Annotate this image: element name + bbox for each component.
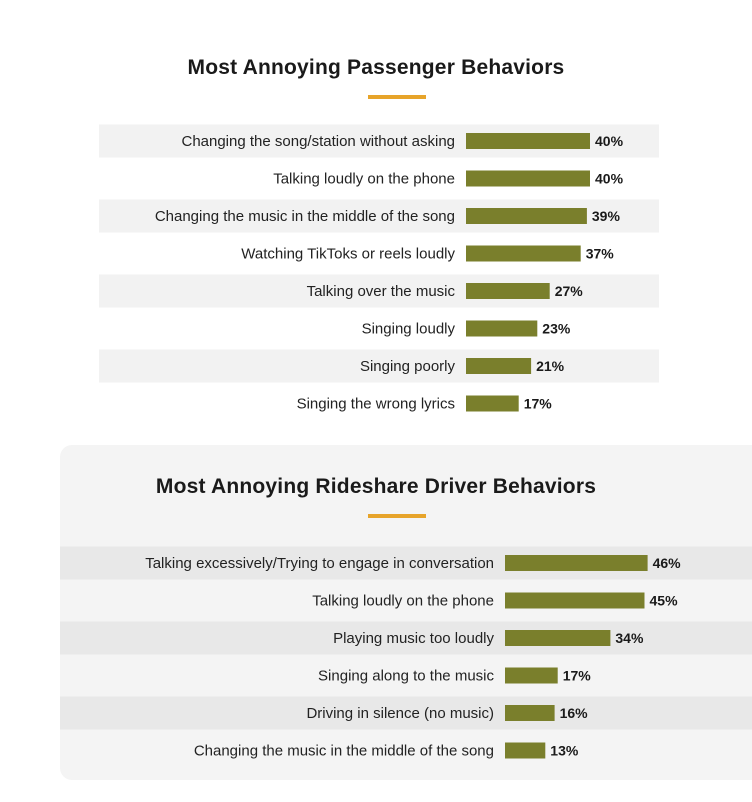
value-label: 40% [595,171,624,187]
value-label: 27% [555,283,584,299]
bar [466,395,519,412]
driver-title-underline [368,514,426,518]
category-label: Talking loudly on the phone [312,593,494,610]
value-label: 46% [653,555,682,571]
value-label: 17% [563,668,592,684]
category-label: Playing music too loudly [333,630,494,647]
bar [505,742,546,759]
bar [505,630,611,646]
category-label: Driving in silence (no music) [306,705,494,722]
value-label: 45% [650,593,679,609]
category-label: Changing the music in the middle of the … [155,208,455,225]
bar [505,555,648,571]
value-label: 34% [615,630,644,646]
category-label: Changing the song/station without asking [181,133,455,150]
bar [466,133,590,149]
category-label: Singing loudly [362,321,456,338]
value-label: 13% [550,743,579,759]
category-label: Talking excessively/Trying to engage in … [145,555,494,572]
bar [505,592,645,609]
row-stripe [99,274,659,308]
bar [466,320,538,337]
passenger-chart: Changing the song/station without asking… [99,124,659,413]
driver-chart-title: Most Annoying Rideshare Driver Behaviors [155,475,597,498]
row-stripe [60,621,752,655]
value-label: 21% [536,358,565,374]
category-label: Talking loudly on the phone [273,171,455,188]
bar [505,667,558,684]
category-label: Singing along to the music [318,668,494,685]
passenger-title-underline [368,95,426,99]
bar [466,245,581,262]
bar [466,283,550,299]
passenger-chart-title: Most Annoying Passenger Behaviors [187,56,565,79]
bar [466,170,590,187]
bar [466,358,532,374]
value-label: 16% [560,705,589,721]
row-stripe [60,696,752,730]
category-label: Talking over the music [307,283,456,300]
category-label: Singing the wrong lyrics [297,396,455,413]
bar [466,208,587,224]
row-stripe [99,349,659,383]
category-label: Watching TikToks or reels loudly [241,246,455,263]
bar [505,705,555,721]
value-label: 23% [542,321,571,337]
value-label: 17% [524,396,553,412]
value-label: 39% [592,208,621,224]
category-label: Changing the music in the middle of the … [194,743,494,760]
value-label: 37% [586,246,615,262]
value-label: 40% [595,133,624,149]
category-label: Singing poorly [360,358,456,375]
